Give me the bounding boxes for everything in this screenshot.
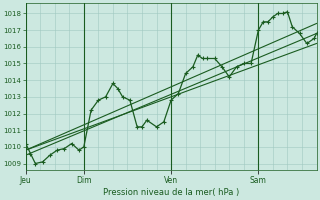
X-axis label: Pression niveau de la mer( hPa ): Pression niveau de la mer( hPa ) — [103, 188, 239, 197]
